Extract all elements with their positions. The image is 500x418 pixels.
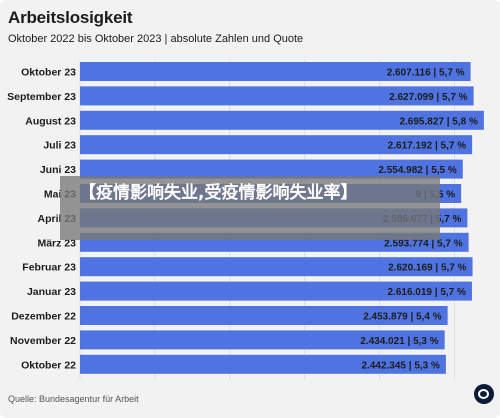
bar-10 bbox=[80, 306, 448, 325]
category-label-8: Februar 23 bbox=[22, 262, 76, 274]
value-label-10: 2.453.879 | 5,4 % bbox=[363, 312, 442, 323]
value-label-1: 2.627.099 | 5,7 % bbox=[389, 92, 468, 103]
bar-1 bbox=[80, 86, 474, 106]
bar-2 bbox=[80, 110, 484, 130]
value-label-9: 2.616.019 | 5,7 % bbox=[388, 287, 467, 298]
watermark-text: 【疫情影响失业,受疫情影响失业率】 bbox=[79, 183, 358, 203]
value-label-12: 2.442.345 | 5,3 % bbox=[361, 360, 440, 371]
chart-subtitle: Oktober 2022 bis Oktober 2023 | absolute… bbox=[8, 33, 304, 45]
bar-3 bbox=[80, 135, 473, 155]
value-label-0: 2.607.116 | 5,7 % bbox=[387, 68, 465, 79]
watermark-overlay bbox=[60, 176, 440, 240]
category-label-7: März 23 bbox=[37, 237, 76, 249]
logo-ring-icon bbox=[478, 389, 489, 399]
category-label-11: November 22 bbox=[10, 335, 76, 347]
category-label-3: Juli 23 bbox=[43, 140, 76, 152]
bar-0 bbox=[80, 62, 471, 81]
category-label-4: Juni 23 bbox=[40, 164, 76, 176]
bar-12 bbox=[80, 354, 446, 374]
bar-8 bbox=[80, 257, 473, 277]
category-label-9: Januar 23 bbox=[27, 286, 76, 298]
value-label-11: 2.434.021 | 5,3 % bbox=[360, 336, 439, 347]
chart-title: Arbeitslosigkeit bbox=[8, 8, 133, 27]
bar-11 bbox=[80, 330, 445, 350]
value-label-8: 2.620.169 | 5,7 % bbox=[388, 263, 467, 274]
source-note: Quelle: Bundesagentur für Arbeit bbox=[8, 394, 139, 404]
bar-9 bbox=[80, 281, 472, 301]
bar-4 bbox=[80, 159, 463, 179]
category-label-1: September 23 bbox=[7, 91, 76, 103]
category-label-10: Dezember 22 bbox=[11, 311, 76, 323]
category-label-12: Oktober 22 bbox=[21, 359, 76, 371]
category-label-2: August 23 bbox=[25, 115, 76, 127]
value-label-2: 2.695.827 | 5,8 % bbox=[399, 116, 478, 127]
category-label-0: Oktober 23 bbox=[21, 67, 76, 79]
value-label-4: 2.554.982 | 5,5 % bbox=[378, 165, 457, 176]
value-label-3: 2.617.192 | 5,7 % bbox=[388, 141, 467, 152]
value-label-7: 2.593.774 | 5,7 % bbox=[384, 238, 463, 249]
